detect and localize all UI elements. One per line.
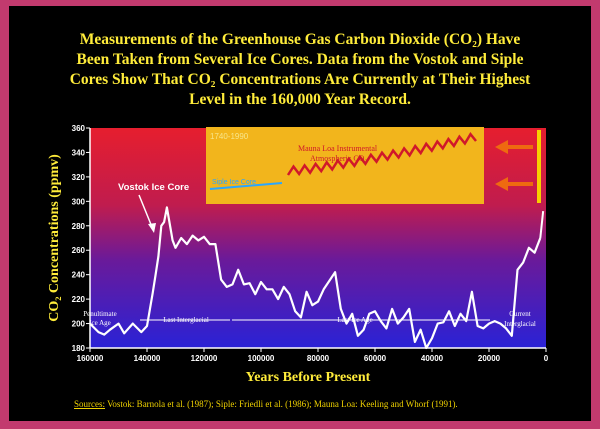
vostok-line	[89, 206, 542, 350]
x-tick-label: 100000	[248, 354, 275, 363]
modern-range-bar	[537, 130, 541, 203]
annot-interglacial: Interglacial	[504, 320, 536, 328]
siple-line	[209, 182, 283, 190]
y-tick-label: 200	[72, 320, 86, 329]
y-tick-label: 320	[72, 173, 86, 182]
x-tick-label: 120000	[191, 354, 218, 363]
x-tick-label: 20000	[478, 354, 501, 363]
vostok-arrow-head	[148, 223, 156, 233]
vostok-arrow	[138, 194, 153, 228]
siple-label: Siple Ice Core	[212, 179, 256, 186]
inset-range-label: 1740-1990	[210, 132, 249, 141]
y-tick-label: 300	[72, 197, 86, 206]
mauna-loa-line	[286, 132, 477, 177]
vostok-to-modern	[539, 211, 545, 239]
y-tick-label: 280	[72, 222, 86, 231]
annot-last-interglacial: Last Interglacial	[163, 316, 209, 324]
title-line-2: Been Taken from Several Ice Cores. Data …	[76, 51, 524, 68]
title-line-4: Level in the 160,000 Year Record.	[189, 91, 411, 108]
title-line-1: Measurements of the Greenhouse Gas Carbo…	[79, 31, 521, 48]
mauna-loa-label: Mauna Loa Instrumental	[298, 144, 378, 153]
annot-last-ice-age: Last Ice Age	[337, 316, 372, 324]
arrow-lower-head	[495, 177, 508, 191]
y-tick-label: 240	[72, 271, 86, 280]
y-tick-label: 340	[72, 148, 86, 157]
sources-text: Vostok: Barnola et al. (1987); Siple: Fr…	[107, 399, 458, 409]
x-tick-label: 80000	[307, 354, 330, 363]
x-tick-label: 160000	[77, 354, 104, 363]
arrow-upper-head	[495, 140, 508, 154]
chart-title: Measurements of the Greenhouse Gas Carbo…	[20, 30, 580, 110]
x-tick-label: 140000	[134, 354, 161, 363]
sources-line: Sources: Vostok: Barnola et al. (1987); …	[74, 399, 458, 409]
x-tick-label: 0	[544, 354, 549, 363]
y-tick-label: 220	[72, 295, 86, 304]
x-tick-label: 40000	[421, 354, 444, 363]
vostok-label: Vostok Ice Core	[118, 182, 189, 193]
y-axis-title: CO₂ Concentrations (ppmv)	[47, 154, 62, 322]
x-tick-label: 60000	[364, 354, 387, 363]
annot-current: Current	[509, 310, 530, 318]
title-line-3: Cores Show That CO₂ Concentrations Are C…	[69, 71, 531, 88]
y-tick-label: 360	[72, 124, 86, 133]
annot-penultimate: Penultimate	[83, 310, 116, 318]
mauna-loa-label-2: Atmospheric CO₂	[310, 154, 367, 163]
sources-label: Sources:	[74, 399, 105, 409]
x-axis-title: Years Before Present	[246, 370, 371, 385]
y-tick-label: 260	[72, 246, 86, 255]
annot-ice-age: Ice Age	[89, 319, 111, 327]
y-tick-label: 180	[72, 344, 86, 353]
